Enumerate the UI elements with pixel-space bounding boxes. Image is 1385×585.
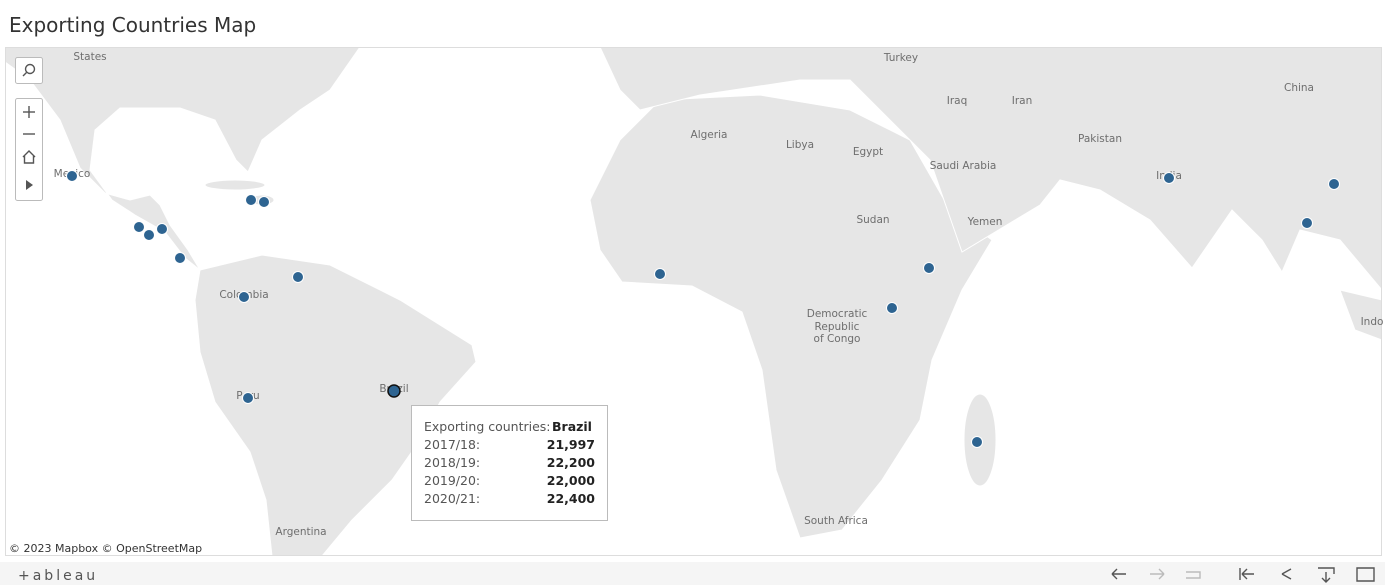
- eurasia: [599, 48, 1381, 290]
- tooltip-value: 22,400: [547, 491, 596, 506]
- map-label: Indo: [1361, 316, 1384, 328]
- map-label: China: [1284, 82, 1314, 94]
- country-marker[interactable]: [238, 291, 250, 303]
- map-label: Yemen: [967, 216, 1003, 228]
- map-label: Sudan: [856, 214, 889, 226]
- map-label: South Africa: [804, 515, 868, 527]
- home[interactable]: [22, 150, 36, 164]
- fullscreen[interactable]: [1356, 567, 1375, 582]
- tooltip-year: 2019/20:: [424, 473, 480, 488]
- country-marker[interactable]: [133, 221, 145, 233]
- title: Exporting Countries Map: [9, 13, 256, 37]
- map-label: Democratic: [807, 308, 868, 320]
- tooltip-year: 2020/21:: [424, 491, 480, 506]
- country-marker[interactable]: [258, 196, 270, 208]
- country-marker[interactable]: [245, 194, 257, 206]
- country-marker[interactable]: [242, 392, 254, 404]
- tableau-logo[interactable]: +ableau: [18, 568, 98, 584]
- country-marker[interactable]: [66, 170, 78, 182]
- attribution: © 2023 Mapbox © OpenStreetMap: [9, 542, 202, 555]
- zoom-toolbar: [15, 98, 43, 201]
- revert[interactable]: [1186, 571, 1201, 579]
- tooltip: Exporting countries: Brazil 2017/18: 21,9…: [411, 405, 608, 521]
- tooltip-value: 22,200: [547, 455, 596, 470]
- map-label: Saudi Arabia: [930, 160, 997, 172]
- tooltip-value: 22,000: [547, 473, 596, 488]
- redo[interactable]: [1150, 568, 1165, 580]
- download[interactable]: [1318, 567, 1335, 583]
- country-marker[interactable]: [654, 268, 666, 280]
- map-label: Republic: [815, 321, 860, 333]
- country-marker[interactable]: [923, 262, 935, 274]
- country-marker[interactable]: [1301, 217, 1313, 229]
- country-marker[interactable]: [156, 223, 168, 235]
- reset[interactable]: [1239, 568, 1254, 580]
- toolbar-icons: [1111, 567, 1375, 583]
- map: States Turkey Iraq Iran China Algeria Libya Egy…: [5, 47, 1383, 556]
- map-controls: [15, 57, 43, 201]
- country-marker[interactable]: [886, 302, 898, 314]
- country-marker[interactable]: [143, 229, 155, 241]
- tooltip-label: Exporting countries:: [424, 419, 551, 434]
- north-america: [6, 48, 360, 271]
- africa: [589, 94, 993, 539]
- tooltip-year: 2018/19:: [424, 455, 480, 470]
- map-label: Iran: [1012, 95, 1033, 107]
- tooltip-country: Brazil: [552, 419, 592, 434]
- map-label: Pakistan: [1078, 133, 1122, 145]
- markers: [66, 170, 1340, 448]
- zoom-in[interactable]: [23, 106, 35, 118]
- toolbar: +ableau: [0, 562, 1385, 585]
- cuba: [204, 179, 266, 191]
- country-marker[interactable]: [1163, 172, 1175, 184]
- south-america: [194, 254, 477, 555]
- indonesia: [1339, 289, 1381, 341]
- share[interactable]: [1281, 568, 1292, 580]
- country-marker[interactable]: [174, 252, 186, 264]
- country-marker[interactable]: [1328, 178, 1340, 190]
- tooltip-year: 2017/18:: [424, 437, 480, 452]
- map-label: Turkey: [883, 52, 918, 64]
- map-label: Egypt: [853, 146, 883, 158]
- country-marker-selected[interactable]: [387, 384, 401, 398]
- map-label: Libya: [786, 139, 814, 151]
- undo[interactable]: [1111, 568, 1126, 580]
- map-label: Algeria: [691, 129, 728, 141]
- map-label: Iraq: [947, 95, 968, 107]
- map-label: of Congo: [814, 333, 861, 345]
- country-marker[interactable]: [971, 436, 983, 448]
- country-marker[interactable]: [292, 271, 304, 283]
- search-button[interactable]: [15, 57, 43, 84]
- pan-toggle[interactable]: [26, 180, 33, 190]
- map-label: States: [73, 51, 106, 63]
- map-label: Argentina: [275, 526, 326, 538]
- tooltip-value: 21,997: [547, 437, 595, 452]
